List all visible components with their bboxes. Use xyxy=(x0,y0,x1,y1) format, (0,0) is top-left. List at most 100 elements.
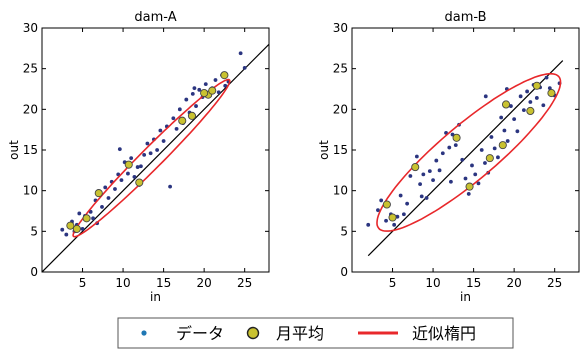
data-point xyxy=(129,156,134,161)
data-point xyxy=(419,194,424,199)
data-point xyxy=(434,158,439,163)
data-point xyxy=(161,139,166,143)
data-point xyxy=(418,182,422,187)
approx-ellipse xyxy=(376,72,562,232)
legend-item-data: データ xyxy=(141,324,224,343)
data-point xyxy=(398,193,403,198)
monthly-mean-point xyxy=(382,200,391,209)
data-point xyxy=(518,94,523,99)
data-point xyxy=(431,178,435,182)
y-tick-label: 0 xyxy=(340,265,348,279)
data-point xyxy=(502,128,507,133)
data-point xyxy=(177,107,182,112)
data-point xyxy=(171,116,176,121)
monthly-mean-point xyxy=(66,221,75,230)
data-point xyxy=(463,176,468,181)
monthly-mean-point xyxy=(124,160,133,169)
data-point xyxy=(534,96,539,100)
data-point xyxy=(132,174,137,179)
data-point xyxy=(460,157,465,162)
data-point xyxy=(496,155,500,160)
legend: データ 月平均 近似楕円 xyxy=(117,317,514,349)
monthly-mean-point xyxy=(501,100,511,109)
monthly-mean-point xyxy=(82,214,91,223)
data-point xyxy=(453,143,458,148)
y-tick-label: 25 xyxy=(333,62,348,76)
data-point xyxy=(427,169,432,174)
legend-box xyxy=(117,317,514,349)
legend-label-ellipse: 近似楕円 xyxy=(412,324,476,343)
legend-marker-data xyxy=(141,330,147,336)
data-point xyxy=(440,151,445,156)
y-axis-label: out xyxy=(7,140,21,160)
x-tick-label: 25 xyxy=(237,276,252,290)
data-point xyxy=(213,78,218,82)
data-point xyxy=(238,51,243,56)
legend-label-data: データ xyxy=(176,324,224,343)
data-point xyxy=(145,141,150,146)
y-tick-label: 10 xyxy=(23,184,38,198)
approx-ellipse xyxy=(72,78,231,238)
data-point xyxy=(384,218,388,223)
data-point xyxy=(119,178,124,182)
data-point xyxy=(148,151,153,156)
data-point xyxy=(408,174,413,178)
x-tick-label: 10 xyxy=(115,276,130,290)
chart-dam-b: 5 10 15 20 25 0 5 10 15 20 25 30 dam-B in out xyxy=(317,10,580,304)
data-point xyxy=(483,161,487,165)
monthly-mean-point xyxy=(547,89,556,98)
data-point xyxy=(483,94,488,99)
data-point xyxy=(499,115,504,120)
x-tick-label: 25 xyxy=(547,276,562,290)
y-axis-label: out xyxy=(317,140,331,160)
data-point xyxy=(158,128,163,133)
data-point xyxy=(414,154,419,159)
reference-line xyxy=(367,60,564,257)
data-point xyxy=(216,90,221,95)
data-point xyxy=(447,145,452,150)
data-point xyxy=(139,164,143,169)
y-tick-label: 5 xyxy=(340,224,348,238)
data-point xyxy=(60,227,65,232)
y-tick-label: 25 xyxy=(23,62,38,76)
x-axis-label: in xyxy=(150,290,161,304)
monthly-mean-point xyxy=(178,116,187,125)
y-tick-label: 20 xyxy=(333,102,348,116)
monthly-mean-point xyxy=(187,111,197,120)
legend-label-monthly-mean: 月平均 xyxy=(276,324,324,343)
data-point xyxy=(203,82,208,87)
data-point xyxy=(473,172,478,177)
data-point xyxy=(91,216,95,221)
monthly-mean-point xyxy=(526,106,535,116)
data-point xyxy=(366,222,371,227)
plot-area xyxy=(42,43,269,272)
data-point xyxy=(525,89,530,94)
monthly-mean-point xyxy=(220,71,229,80)
data-point xyxy=(80,226,85,231)
data-point xyxy=(521,108,526,113)
legend-item-ellipse: 近似楕円 xyxy=(358,324,476,343)
data-point xyxy=(512,117,517,121)
data-point xyxy=(155,148,160,152)
monthly-mean-point xyxy=(208,86,217,95)
x-tick-label: 15 xyxy=(156,276,171,290)
monthly-mean-point xyxy=(498,141,507,150)
x-tick-label: 5 xyxy=(79,276,87,290)
legend-item-monthly-mean: 月平均 xyxy=(246,324,324,343)
data-point xyxy=(223,83,228,88)
monthly-mean-point xyxy=(485,154,494,163)
data-point xyxy=(64,232,69,237)
reference-line xyxy=(42,43,269,272)
data-point xyxy=(77,211,82,216)
monthly-mean-point xyxy=(452,133,461,142)
axes-frame xyxy=(351,27,580,273)
data-point xyxy=(184,97,189,102)
data-point xyxy=(476,181,481,186)
monthly-mean-point xyxy=(72,224,81,233)
data-point xyxy=(449,179,453,184)
data-point xyxy=(515,129,520,134)
data-point xyxy=(401,212,406,217)
monthly-mean-point xyxy=(135,178,144,187)
data-point xyxy=(479,148,484,152)
